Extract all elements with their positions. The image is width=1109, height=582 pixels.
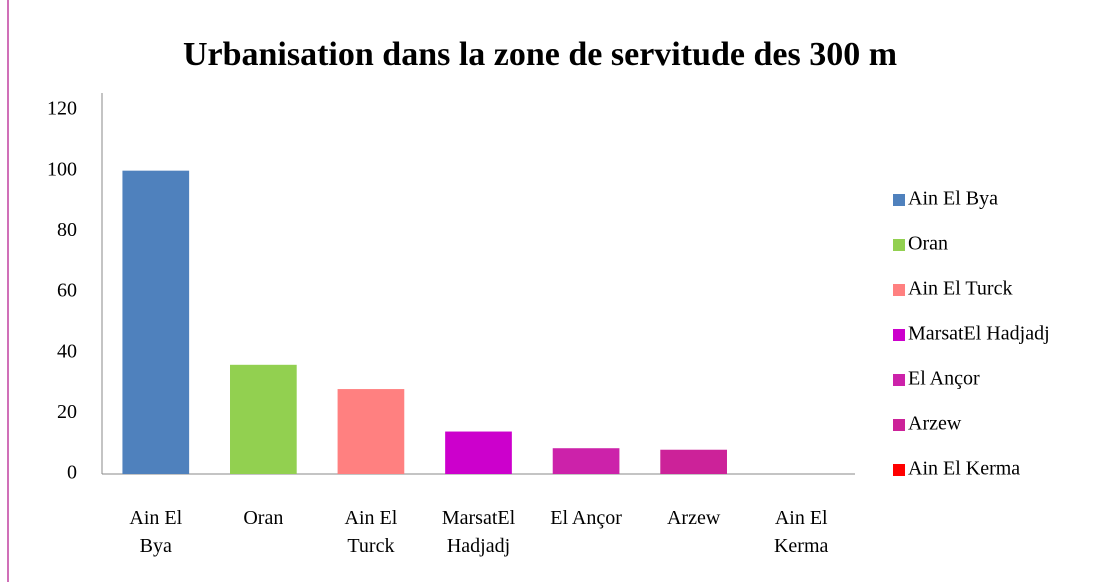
y-tick-label: 0 <box>67 462 77 484</box>
bar <box>445 431 512 474</box>
y-tick-label: 120 <box>47 98 77 120</box>
x-tick-label: El Ançor <box>550 507 622 529</box>
legend-swatch <box>893 464 905 476</box>
legend-label: Ain El Bya <box>908 188 998 210</box>
y-tick-label: 20 <box>57 401 77 423</box>
legend-label: Arzew <box>908 413 962 435</box>
y-tick-label: 60 <box>57 280 77 302</box>
legend-label: El Ançor <box>908 368 980 390</box>
x-tick-label: Ain El Bya <box>129 507 183 557</box>
y-tick-label: 80 <box>57 219 77 241</box>
bar <box>660 449 727 474</box>
x-tick-label: Ain El Kerma <box>773 507 829 557</box>
bar <box>122 170 190 474</box>
legend-swatch <box>893 329 905 341</box>
bar <box>230 364 297 474</box>
bar <box>337 389 405 474</box>
legend-swatch <box>893 419 905 431</box>
bar <box>552 448 620 474</box>
legend-label: Oran <box>908 233 948 255</box>
legend-swatch <box>893 239 905 251</box>
x-tick-label: Arzew <box>666 507 721 529</box>
legend-swatch <box>893 284 905 296</box>
x-tick-label: Oran <box>243 507 284 529</box>
legend-label: Ain El Turck <box>908 278 1012 300</box>
legend-swatch <box>893 374 905 386</box>
y-tick-label: 100 <box>47 158 77 180</box>
x-tick-label: Ain El Turck <box>344 507 398 557</box>
x-tick-label: MarsatEl Hadjadj <box>441 507 516 557</box>
legend-label: Ain El Kerma <box>908 458 1020 480</box>
chart-title: Urbanisation dans la zone de servitude d… <box>183 36 897 73</box>
y-tick-label: 40 <box>57 340 77 362</box>
legend-label: MarsatEl Hadjadj <box>908 323 1050 345</box>
legend-swatch <box>893 194 905 206</box>
